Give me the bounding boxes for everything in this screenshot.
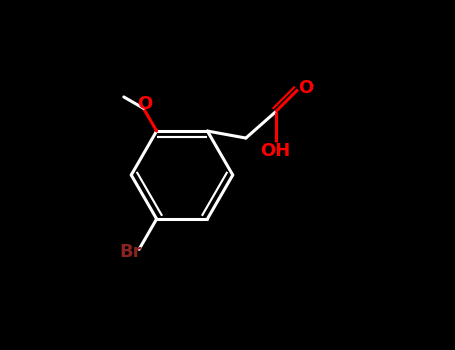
- Text: O: O: [137, 95, 152, 113]
- Text: OH: OH: [260, 142, 290, 160]
- Text: Br: Br: [119, 243, 142, 261]
- Text: O: O: [298, 79, 313, 98]
